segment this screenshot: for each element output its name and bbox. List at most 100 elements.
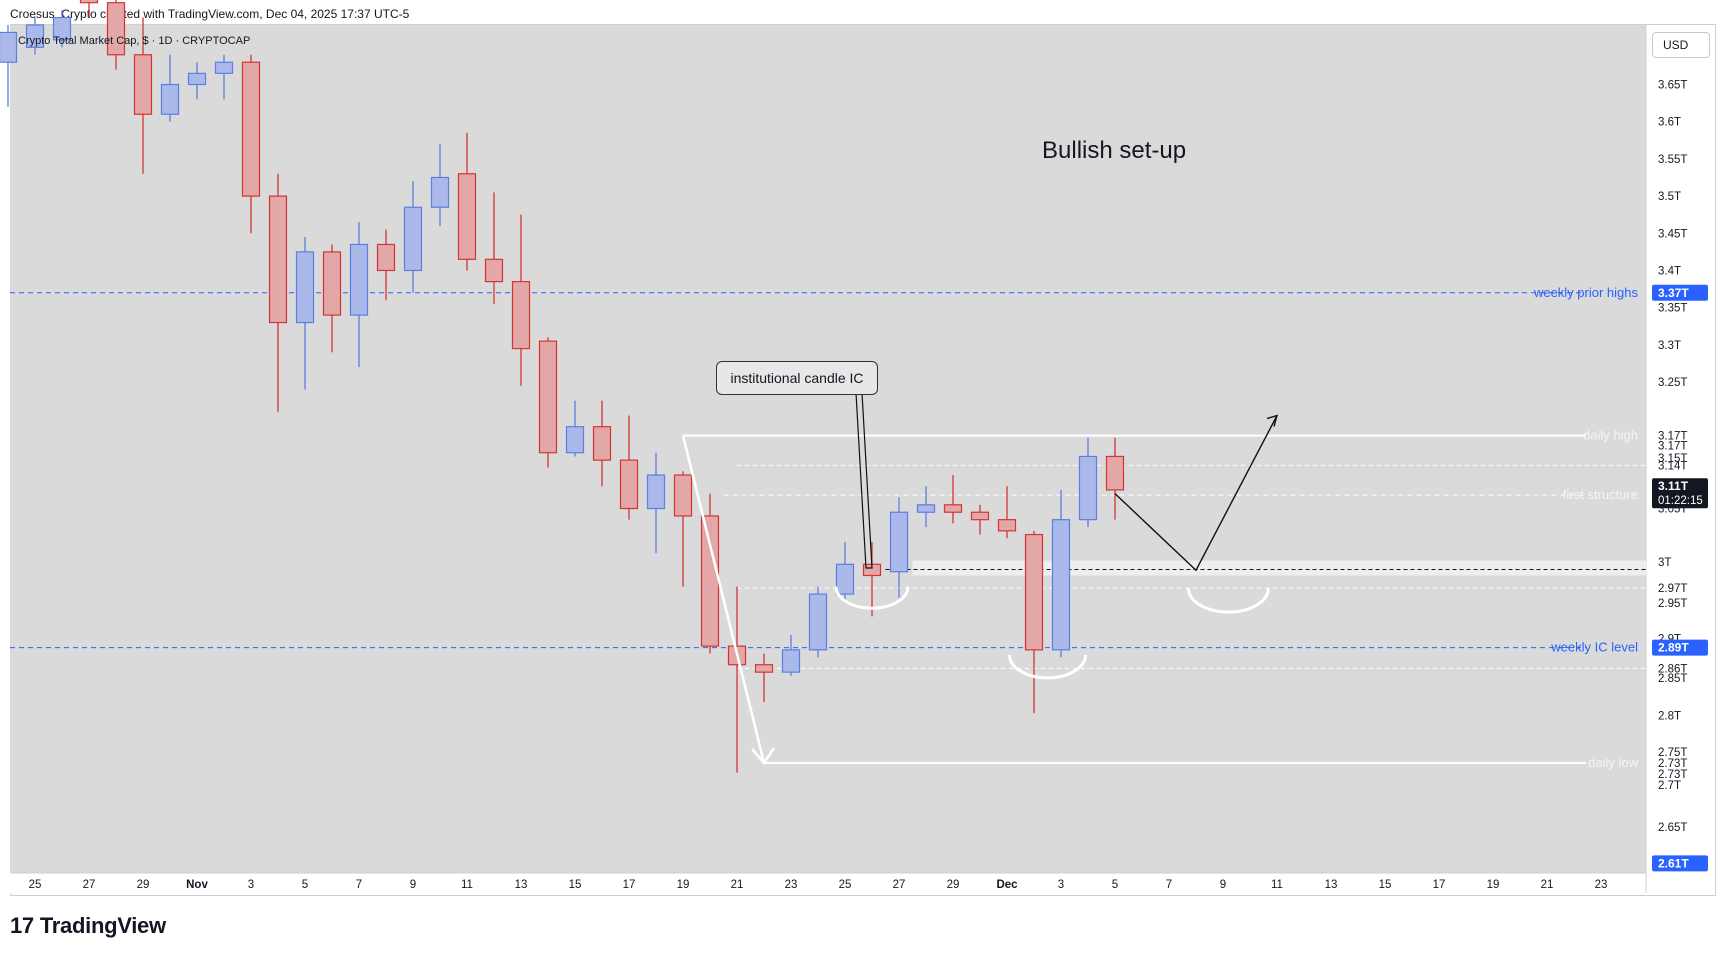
- candle-body[interactable]: [349, 243, 369, 316]
- candle-body[interactable]: [106, 2, 126, 56]
- candle-body[interactable]: [538, 340, 558, 454]
- candle-body[interactable]: [619, 459, 639, 510]
- candle-body[interactable]: [700, 515, 720, 647]
- candle[interactable]: [25, 17, 45, 55]
- candle[interactable]: [1024, 530, 1044, 714]
- candle[interactable]: [1051, 489, 1071, 658]
- candle[interactable]: [808, 586, 828, 658]
- candle[interactable]: [592, 400, 612, 487]
- price-tick-label: 3.45T: [1658, 228, 1687, 240]
- candle[interactable]: [268, 173, 288, 412]
- candle[interactable]: [403, 181, 423, 293]
- candle[interactable]: [484, 192, 504, 304]
- candle-body[interactable]: [835, 563, 855, 595]
- candle[interactable]: [241, 54, 261, 234]
- candle-body[interactable]: [511, 281, 531, 350]
- candle-body[interactable]: [0, 31, 18, 63]
- candle[interactable]: [106, 0, 126, 70]
- symbol-title[interactable]: Crypto Total Market Cap, $ · 1D · CRYPTO…: [18, 35, 251, 47]
- price-axis[interactable]: [1646, 25, 1714, 893]
- candle-body[interactable]: [268, 195, 288, 324]
- badge-current-price-bg: [1652, 478, 1708, 509]
- level-label-first-structure: first structure: [1563, 487, 1638, 502]
- candle-body[interactable]: [484, 258, 504, 283]
- candle[interactable]: [160, 54, 180, 122]
- candle[interactable]: [187, 62, 207, 100]
- candle-body[interactable]: [52, 16, 72, 41]
- candle[interactable]: [133, 17, 153, 174]
- candle[interactable]: [1105, 437, 1125, 520]
- candle[interactable]: [943, 475, 963, 524]
- candle-body[interactable]: [970, 511, 990, 521]
- candle-body[interactable]: [403, 206, 423, 272]
- candle[interactable]: [538, 337, 558, 468]
- candle[interactable]: [997, 486, 1017, 539]
- candle[interactable]: [754, 653, 774, 702]
- badge-weekly-prior-highs: 3.37T: [1658, 286, 1689, 300]
- plot-area[interactable]: [10, 25, 1646, 873]
- candle-body[interactable]: [25, 24, 45, 48]
- candle-body[interactable]: [241, 61, 261, 197]
- candle-body[interactable]: [916, 504, 936, 513]
- candle-body[interactable]: [376, 243, 396, 272]
- candle-body[interactable]: [1078, 455, 1098, 521]
- candle-body[interactable]: [1024, 533, 1044, 651]
- candle[interactable]: [349, 222, 369, 368]
- badge-current-price: 3.11T: [1658, 479, 1689, 493]
- candle-body[interactable]: [646, 474, 666, 510]
- candle-body[interactable]: [430, 176, 450, 208]
- candle-body[interactable]: [160, 83, 180, 115]
- price-tick-label: 3.4T: [1658, 265, 1681, 277]
- candle[interactable]: [376, 229, 396, 301]
- candle[interactable]: [889, 497, 909, 598]
- candle-body[interactable]: [781, 649, 801, 673]
- time-tick-label: 7: [356, 879, 362, 891]
- tradingview-logo-text: TradingView: [39, 913, 166, 938]
- candle-body[interactable]: [1051, 519, 1071, 651]
- candle-body[interactable]: [754, 664, 774, 673]
- candle-body[interactable]: [673, 474, 693, 517]
- candle[interactable]: [1078, 437, 1098, 528]
- tradingview-logo[interactable]: 17 TradingView: [10, 913, 166, 939]
- candle[interactable]: [916, 486, 936, 528]
- candle[interactable]: [835, 541, 855, 602]
- candle-body[interactable]: [295, 251, 315, 324]
- candle[interactable]: [673, 471, 693, 587]
- candle-body[interactable]: [943, 504, 963, 513]
- candle[interactable]: [781, 634, 801, 676]
- candle[interactable]: [52, 10, 72, 48]
- candle[interactable]: [565, 400, 585, 457]
- institutional-candle-callout[interactable]: institutional candle IC: [716, 361, 878, 395]
- candle-body[interactable]: [1105, 455, 1125, 491]
- candle-body[interactable]: [457, 173, 477, 260]
- candle[interactable]: [511, 214, 531, 386]
- price-tick-label: 3.15T: [1658, 453, 1687, 465]
- smile-arc-left: [834, 586, 910, 610]
- candle-body[interactable]: [808, 593, 828, 651]
- currency-button[interactable]: USD: [1652, 32, 1710, 58]
- candle-body[interactable]: [592, 426, 612, 461]
- time-axis[interactable]: [10, 873, 1646, 893]
- candle-body[interactable]: [997, 519, 1017, 532]
- time-tick-label: 15: [1379, 879, 1392, 891]
- candle-body[interactable]: [889, 511, 909, 573]
- candle[interactable]: [619, 415, 639, 520]
- candle[interactable]: [79, 0, 99, 18]
- candle[interactable]: [457, 132, 477, 271]
- candle-body[interactable]: [187, 72, 207, 86]
- candle[interactable]: [430, 144, 450, 226]
- candle[interactable]: [322, 244, 342, 353]
- candle[interactable]: [646, 452, 666, 554]
- candle[interactable]: [0, 25, 18, 107]
- candle-body[interactable]: [565, 426, 585, 454]
- candle[interactable]: [970, 504, 990, 535]
- candle-body[interactable]: [214, 61, 234, 74]
- candle[interactable]: [295, 237, 315, 390]
- time-tick-label: 17: [623, 879, 636, 891]
- candle[interactable]: [214, 54, 234, 100]
- time-tick-label: 3: [1058, 879, 1064, 891]
- candle-body[interactable]: [79, 0, 99, 4]
- candle-body[interactable]: [133, 54, 153, 115]
- candle-body[interactable]: [322, 251, 342, 316]
